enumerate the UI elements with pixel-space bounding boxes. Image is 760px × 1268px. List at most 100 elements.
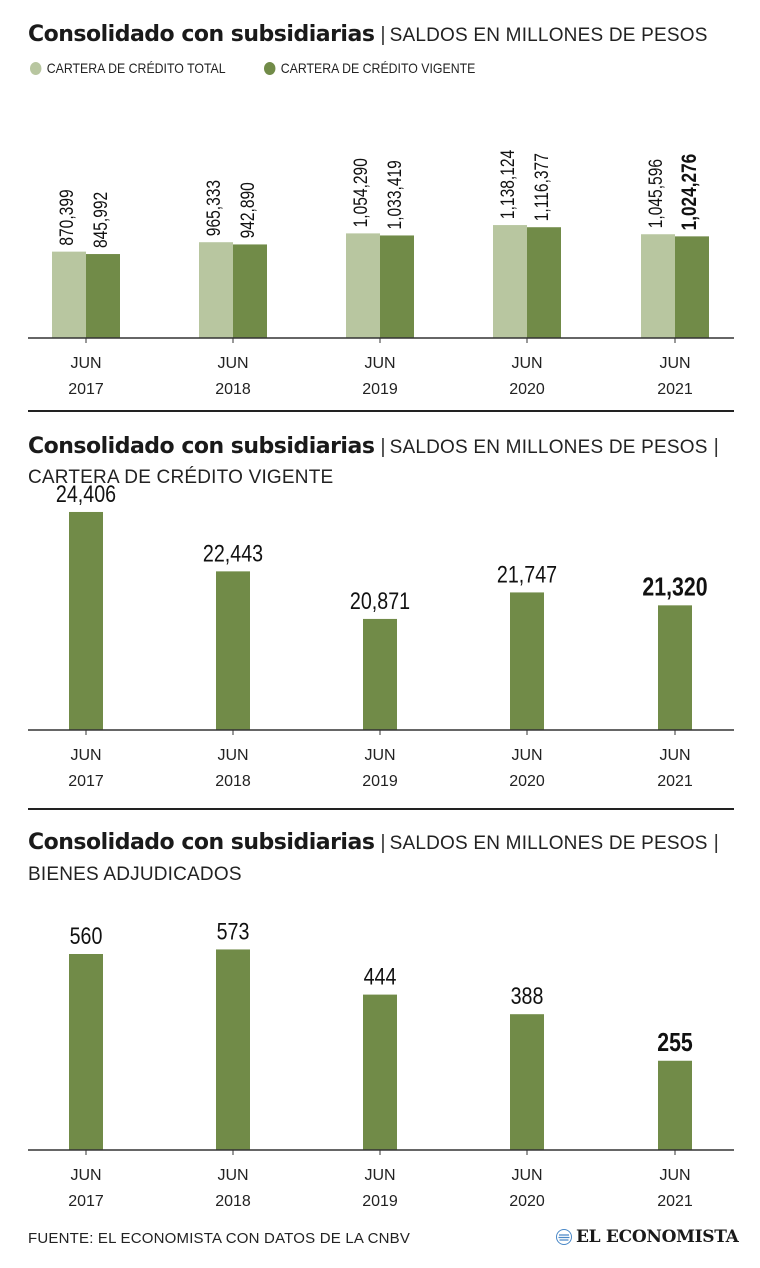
bar	[216, 949, 250, 1150]
data-label: 1,116,377	[531, 153, 553, 221]
x-tick-label-year: 2019	[362, 1193, 398, 1210]
x-tick-label-year: 2020	[509, 381, 545, 398]
bar-vigente	[675, 236, 709, 338]
bar-total	[346, 233, 380, 338]
chart2-title: Consolidado con subsidiarias	[28, 434, 375, 459]
data-label: 388	[511, 982, 544, 1009]
x-tick-label-year: 2018	[215, 381, 251, 398]
data-label: 24,406	[56, 480, 116, 507]
title-separator: |	[713, 436, 719, 458]
x-tick-label-month: JUN	[659, 355, 690, 372]
x-tick-label-month: JUN	[659, 1167, 690, 1184]
data-label: 965,333	[203, 180, 225, 236]
chart3-subtitle2: BIENES ADJUDICADOS	[28, 864, 242, 885]
title-separator: |	[380, 832, 386, 854]
bar	[658, 605, 692, 730]
x-tick-label-year: 2019	[362, 773, 398, 790]
bar	[69, 511, 103, 730]
bar	[69, 954, 103, 1150]
chart3-title-line: Consolidado con subsidiarias | SALDOS EN M…	[28, 830, 723, 855]
bar-total	[199, 242, 233, 338]
data-label: 1,033,419	[384, 160, 406, 229]
bar	[363, 618, 397, 730]
chart1-subtitle: SALDOS EN MILLONES DE PESOS	[389, 25, 708, 46]
x-tick-label-month: JUN	[511, 747, 542, 764]
bar-vigente	[86, 254, 120, 338]
x-tick-label-month: JUN	[364, 355, 395, 372]
bar	[216, 571, 250, 730]
x-tick-label-month: JUN	[511, 355, 542, 372]
data-label: 870,399	[56, 189, 78, 245]
data-label: 21,320	[642, 572, 707, 602]
legend-swatch-vigente	[264, 61, 276, 75]
x-tick-label-year: 2017	[68, 381, 104, 398]
chart2-title-line: Consolidado con subsidiarias | SALDOS EN M…	[28, 434, 723, 459]
x-tick-label-year: 2018	[215, 773, 251, 790]
title-separator: |	[380, 436, 386, 458]
data-label: 560	[70, 922, 103, 949]
chart1-svg: 870,399 965,333 1,054,290 1,138,124 1,045,59…	[28, 150, 734, 398]
x-tick-label-month: JUN	[659, 747, 690, 764]
data-label: 942,890	[237, 182, 259, 238]
legend-label-total: CARTERA DE CRÉDITO TOTAL	[46, 60, 226, 76]
bar-total	[52, 251, 86, 338]
data-label: 20,871	[350, 587, 410, 614]
data-label: 573	[217, 918, 250, 945]
x-tick-label-year: 2020	[509, 773, 545, 790]
bar	[363, 994, 397, 1150]
data-label: 1,024,276	[679, 154, 702, 231]
chart1-title-line: Consolidado con subsidiarias | SALDOS EN M…	[28, 22, 708, 47]
legend-item-total: CARTERA DE CRÉDITO TOTAL	[30, 60, 226, 76]
x-tick-label-year: 2021	[657, 1193, 693, 1210]
x-tick-label-year: 2021	[657, 773, 693, 790]
x-tick-label-month: JUN	[70, 1167, 101, 1184]
bar-vigente	[527, 227, 561, 338]
chart2-subtitle2: CARTERA DE CRÉDITO VIGENTE	[28, 467, 334, 488]
x-tick-label-year: 2020	[509, 1193, 545, 1210]
bar	[658, 1060, 692, 1150]
x-tick-label-year: 2021	[657, 381, 693, 398]
x-tick-label-month: JUN	[70, 747, 101, 764]
title-separator: |	[713, 832, 719, 854]
chart3-subtitle: SALDOS EN MILLONES DE PESOS	[389, 833, 708, 854]
x-tick-label-month: JUN	[364, 747, 395, 764]
bar	[510, 1014, 544, 1150]
x-tick-label-year: 2017	[68, 1193, 104, 1210]
legend-label-vigente: CARTERA DE CRÉDITO VIGENTE	[281, 60, 476, 76]
data-label: 21,747	[497, 561, 557, 588]
legend-swatch-total	[30, 61, 42, 75]
bar-vigente	[380, 235, 414, 338]
bar-total	[641, 234, 675, 338]
data-label: 1,138,124	[497, 150, 519, 220]
chart3-title: Consolidado con subsidiarias	[28, 830, 375, 855]
data-label: 1,045,596	[645, 159, 667, 228]
x-tick-label-year: 2017	[68, 773, 104, 790]
data-label: 255	[657, 1028, 693, 1058]
x-tick-label-month: JUN	[511, 1167, 542, 1184]
x-tick-label-year: 2019	[362, 381, 398, 398]
chart2-subtitle: SALDOS EN MILLONES DE PESOS	[389, 437, 708, 458]
section-divider	[28, 808, 734, 810]
chart3-svg: 560 573 444 388 255 JUN 2017 JUN 2018 JUN 2019 JUN 2…	[28, 918, 734, 1210]
data-label: 444	[364, 963, 397, 990]
x-tick-label-month: JUN	[217, 355, 248, 372]
title-separator: |	[380, 24, 386, 46]
bar-vigente	[233, 244, 267, 338]
x-tick-label-month: JUN	[364, 1167, 395, 1184]
bar	[510, 592, 544, 730]
section-divider	[28, 410, 734, 412]
data-label: 845,992	[90, 192, 112, 248]
el-economista-logo-icon	[556, 1229, 572, 1245]
chart1-title: Consolidado con subsidiarias	[28, 22, 375, 47]
legend-item-vigente: CARTERA DE CRÉDITO VIGENTE	[264, 60, 476, 76]
x-tick-label-month: JUN	[217, 1167, 248, 1184]
data-label: 22,443	[203, 539, 263, 566]
source-note: FUENTE: EL ECONOMISTA CON DATOS DE LA CN…	[28, 1230, 411, 1247]
x-tick-label-month: JUN	[217, 747, 248, 764]
x-tick-label-year: 2018	[215, 1193, 251, 1210]
bar-total	[493, 225, 527, 338]
brand-name: EL ECONOMISTA	[576, 1227, 739, 1247]
data-label: 1,054,290	[350, 158, 372, 227]
chart2-svg: 24,406 22,443 20,871 21,747 21,320 JUN 2017 JUN…	[28, 480, 734, 790]
x-tick-label-month: JUN	[70, 355, 101, 372]
